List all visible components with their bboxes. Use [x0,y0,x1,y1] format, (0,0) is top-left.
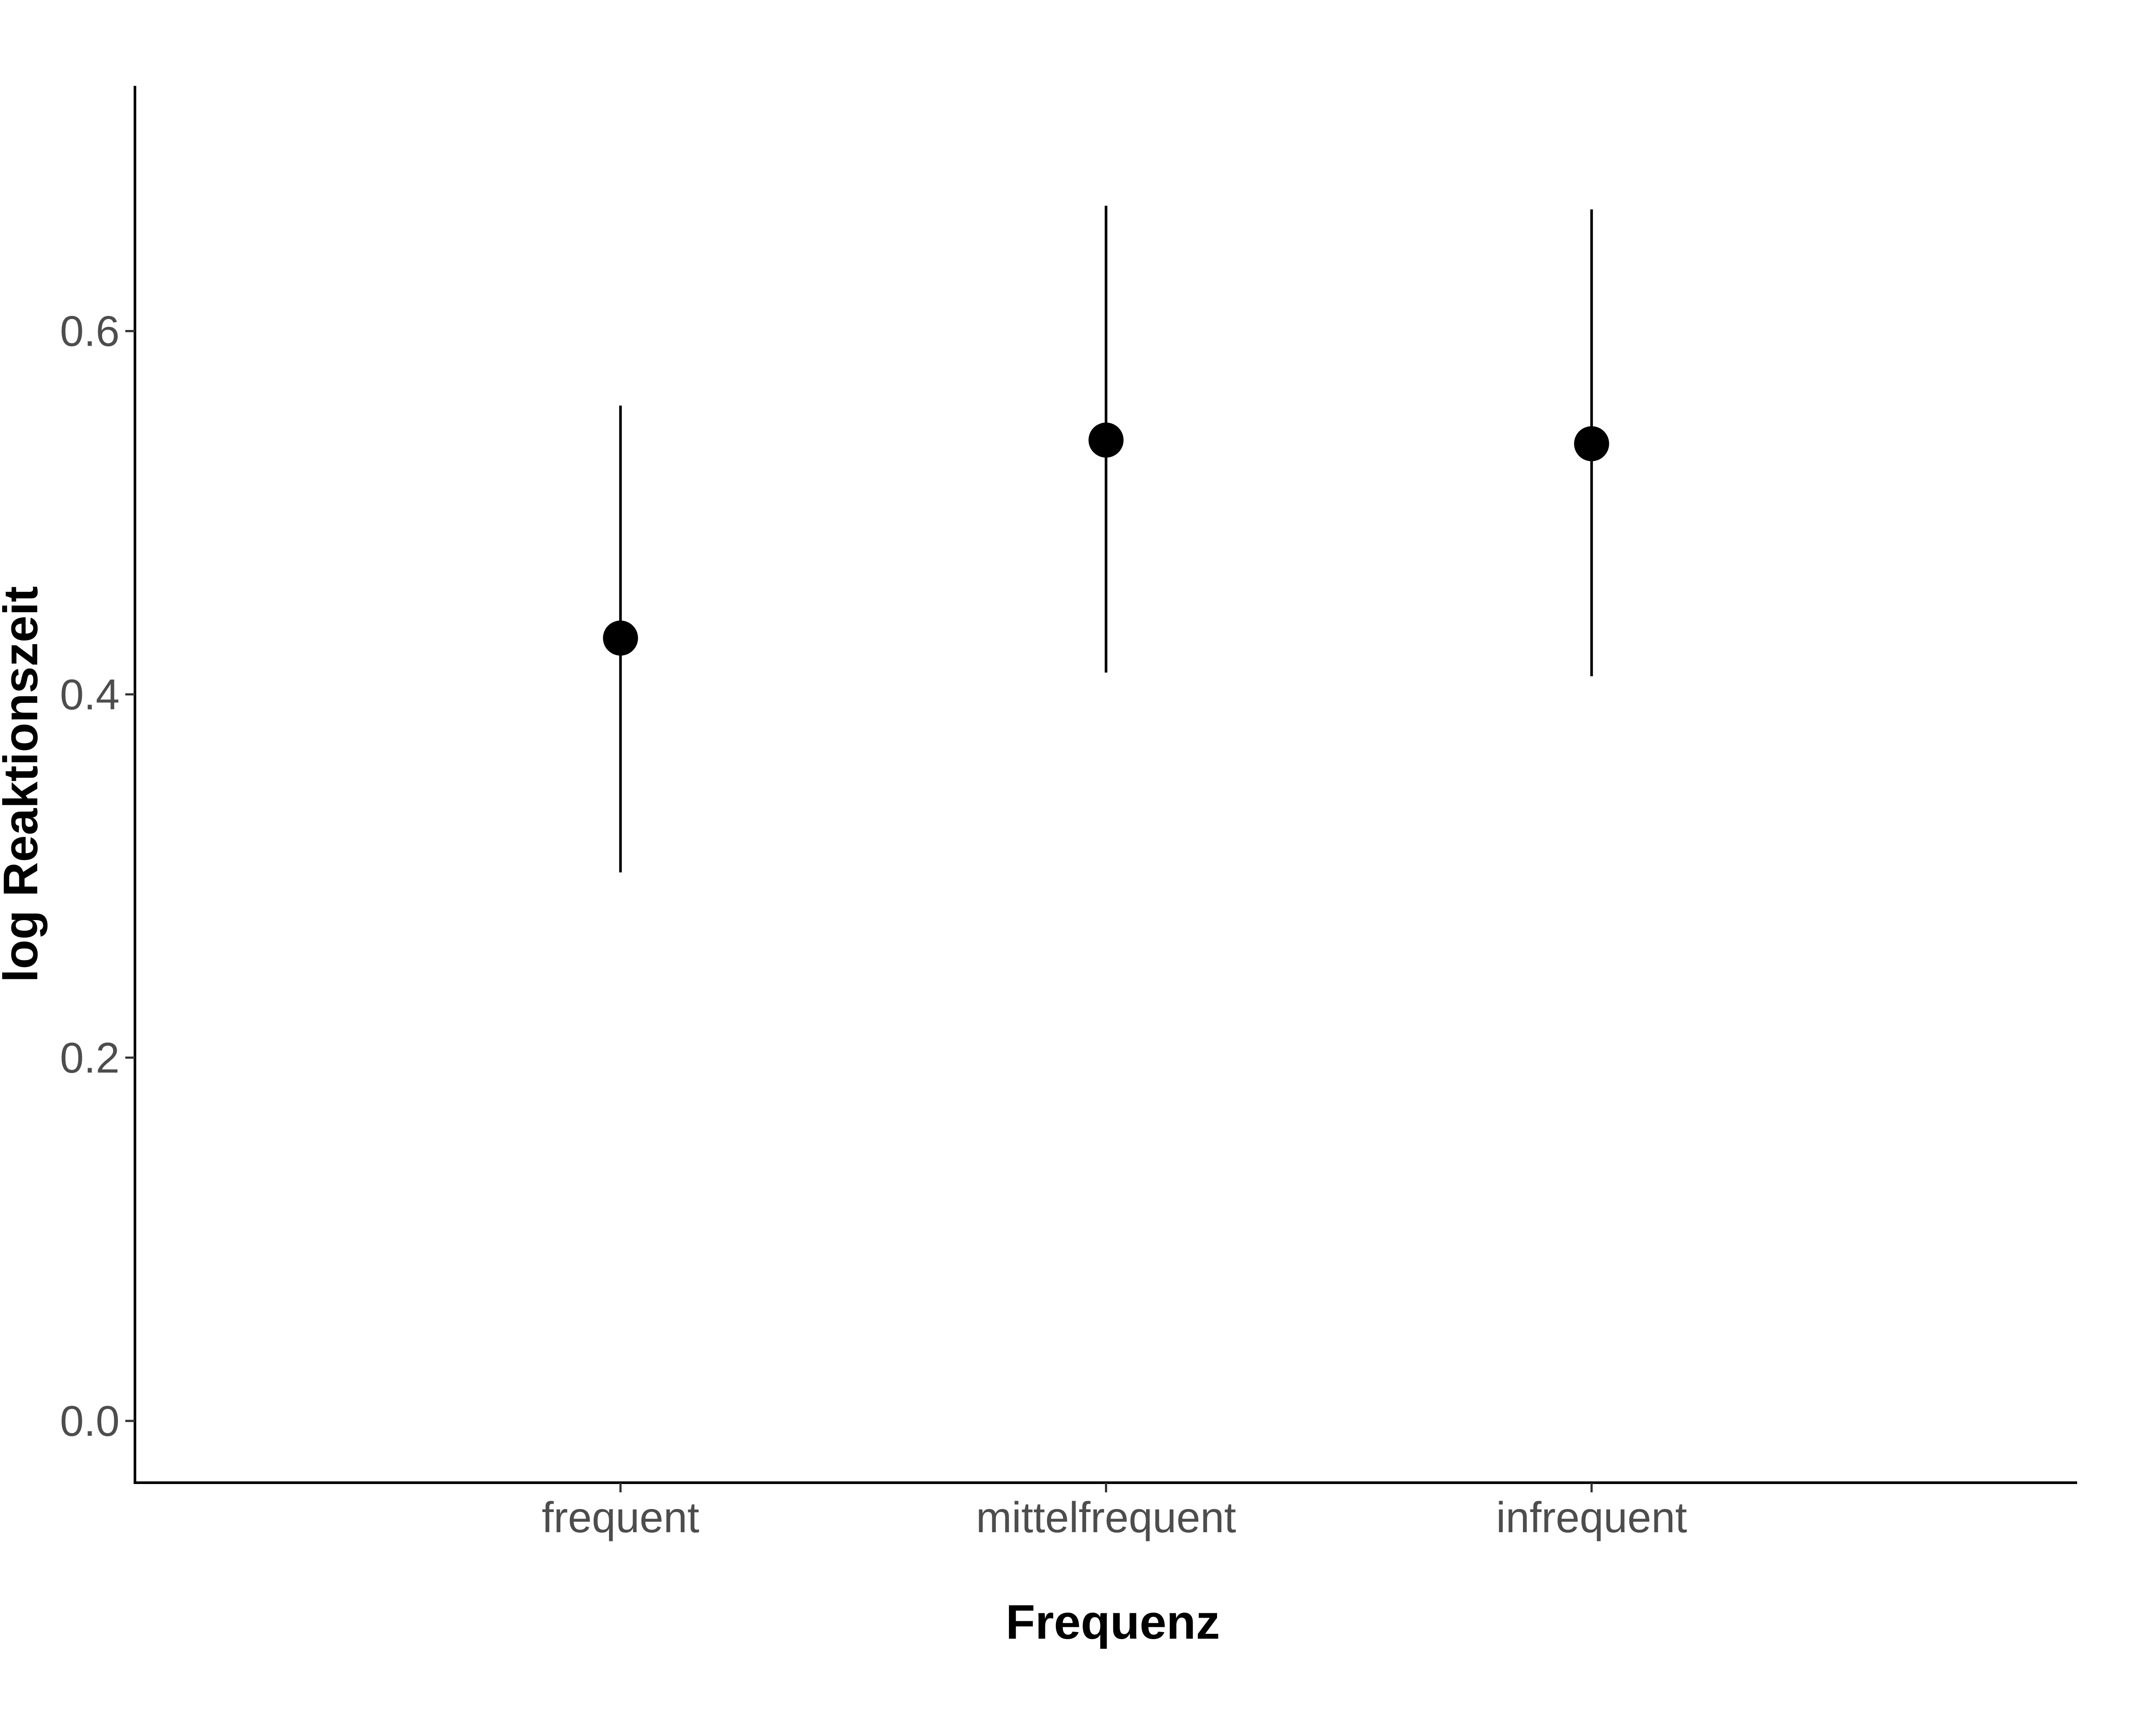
y-axis-title: log Reaktionszeit [0,586,48,983]
data-point [1574,426,1609,461]
y-axis: 0.0 0.2 0.4 0.6 [60,86,136,1483]
x-tick-label: mittelfrequent [976,1493,1236,1541]
x-axis-title: Frequenz [1006,1595,1220,1649]
y-tick-label: 0.6 [60,307,120,355]
data-point [603,620,638,656]
x-tick-label: frequent [542,1493,699,1541]
data-point [1088,422,1124,458]
y-tick-label: 0.2 [60,1034,120,1082]
x-axis: frequent mittelfrequent infrequent [134,1481,2077,1541]
data-marks [603,205,1609,873]
y-tick-label: 0.4 [60,670,120,719]
y-tick-label: 0.0 [60,1397,120,1445]
x-tick-label: infrequent [1496,1493,1687,1541]
